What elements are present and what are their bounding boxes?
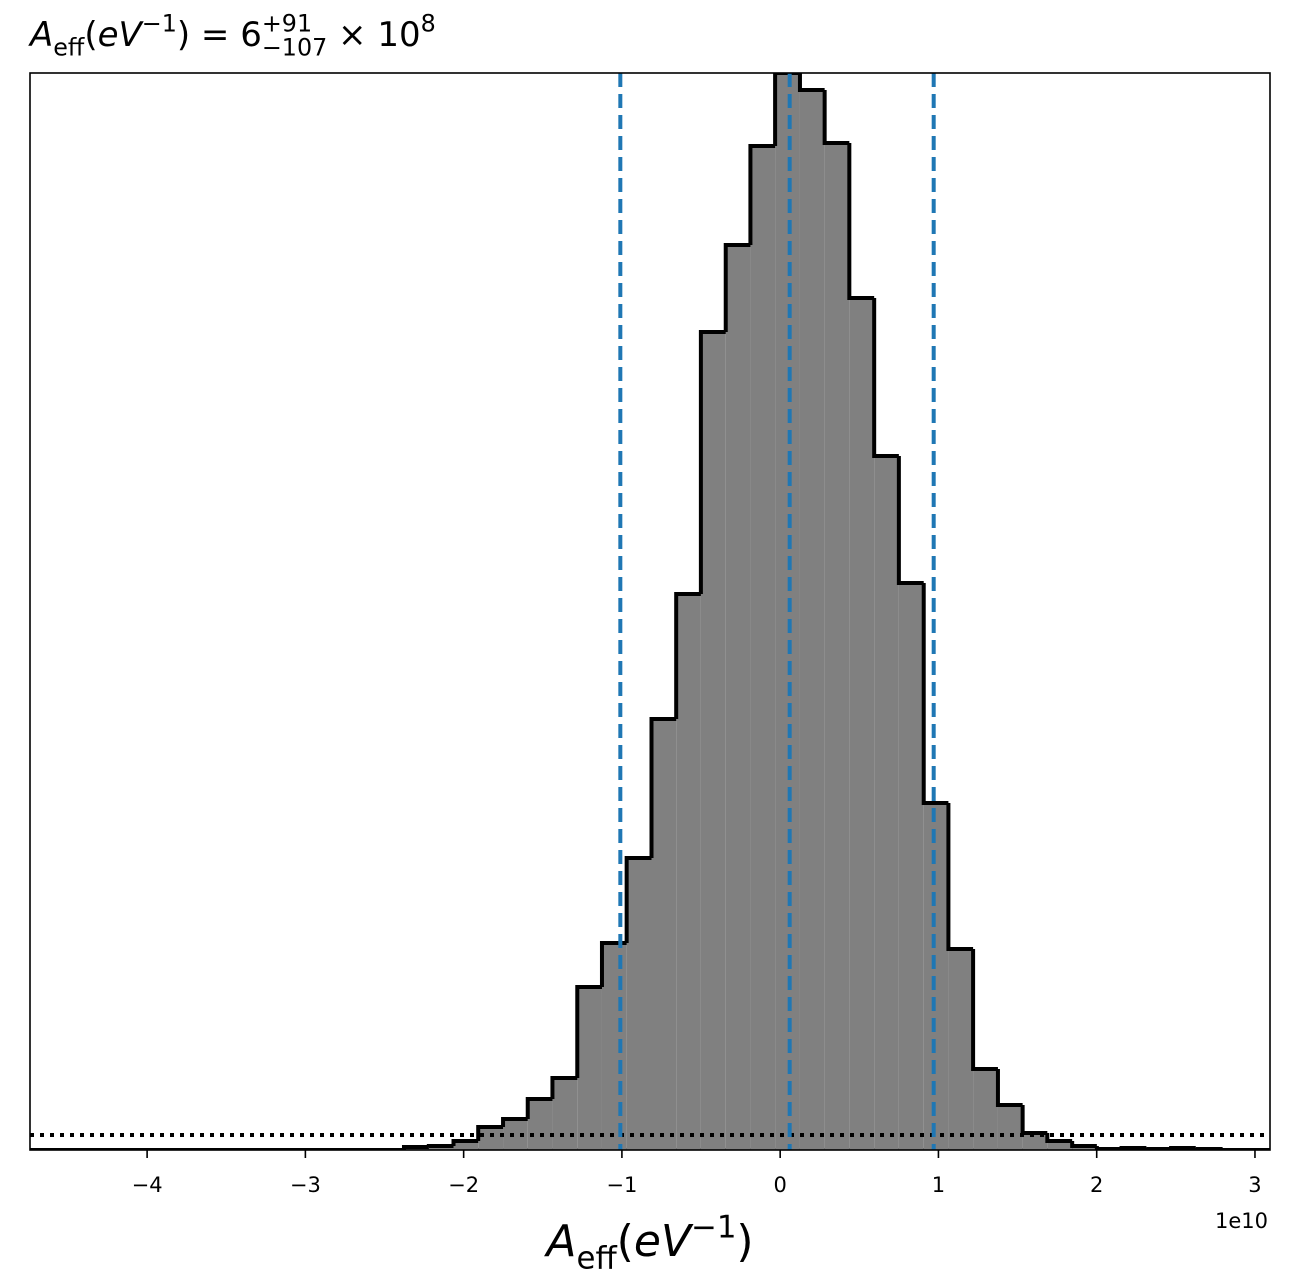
histogram-edge <box>426 1144 454 1148</box>
x-tick-label: −2 <box>448 1173 479 1197</box>
histogram-bar <box>725 245 751 1150</box>
histogram-bar <box>1022 1133 1048 1150</box>
x-tick-label: 2 <box>1090 1173 1103 1197</box>
x-tick-label: 1 <box>932 1173 945 1197</box>
text-segment: ) <box>736 1216 753 1267</box>
histogram-bar <box>478 1127 504 1150</box>
axes-frame <box>29 72 1271 1151</box>
histogram-edge <box>624 856 652 943</box>
x-offset-label: 1e10 <box>1215 1209 1268 1233</box>
histogram-edge <box>872 298 899 458</box>
histogram-bar <box>453 1141 479 1150</box>
text-segment: ) = 6 <box>177 15 262 55</box>
histogram-edge <box>698 330 726 594</box>
histogram-edge <box>748 144 776 245</box>
histogram-bar <box>527 1099 553 1150</box>
histogram-edge <box>1094 1146 1122 1150</box>
histogram-edge <box>674 592 701 719</box>
histogram-edge <box>971 949 998 1071</box>
text-segment: +91 <box>262 10 312 38</box>
histogram-edge <box>1020 1105 1048 1135</box>
histogram-edge <box>451 1139 479 1146</box>
text-segment: −1 <box>691 1210 736 1246</box>
text-segment: ( <box>84 15 97 55</box>
text-segment: −1 <box>142 10 177 38</box>
histogram-bar <box>676 594 701 1150</box>
histogram-bar <box>799 90 825 1150</box>
histogram-bar <box>849 298 875 1150</box>
histogram-bar <box>973 1069 998 1150</box>
histogram-bar <box>503 1119 528 1150</box>
histogram-edge <box>1045 1133 1073 1143</box>
histogram-bar <box>601 943 627 1150</box>
histogram-edge <box>1144 1147 1172 1150</box>
histogram-edge <box>896 456 924 585</box>
text-segment: eff <box>53 34 85 62</box>
histogram-edge <box>550 1076 578 1099</box>
histogram-edge <box>723 243 751 332</box>
histogram-bar <box>948 949 974 1150</box>
histogram-edge <box>1169 1146 1196 1150</box>
text-segment: A <box>543 1216 576 1267</box>
histogram-bar <box>874 456 899 1150</box>
text-segment: eV <box>98 15 145 55</box>
histogram-edge <box>575 985 602 1078</box>
histogram-bar <box>997 1105 1023 1150</box>
histogram-edge <box>1070 1141 1097 1148</box>
histogram-edge <box>773 73 800 146</box>
text-segment: 8 <box>421 10 436 38</box>
histogram-edge <box>525 1097 553 1119</box>
histogram-edge <box>995 1069 1023 1107</box>
text-segment: −107 <box>262 34 327 62</box>
x-tick-label: −3 <box>290 1173 321 1197</box>
text-segment: ( <box>617 1216 634 1267</box>
text-segment: eff <box>577 1240 618 1276</box>
plot-area <box>30 73 1270 1150</box>
x-tick-label: −4 <box>132 1173 163 1197</box>
histogram-bar <box>750 146 776 1150</box>
x-tick-label: 0 <box>773 1173 786 1197</box>
histogram-bar <box>923 803 949 1150</box>
histogram-edge <box>797 73 825 92</box>
histogram-edge <box>847 143 875 300</box>
histogram-bar <box>651 719 677 1150</box>
text-segment: × 10 <box>327 15 420 55</box>
histogram-bar <box>1047 1141 1073 1150</box>
text-segment: A <box>28 15 53 55</box>
histogram-edge <box>1119 1146 1147 1150</box>
x-axis-label: Aeff(eV−1) <box>543 1210 753 1277</box>
histogram-edge <box>649 717 677 858</box>
histogram-edge <box>946 803 974 951</box>
histogram-bar <box>775 73 800 1150</box>
histogram-bar <box>552 1078 578 1150</box>
histogram-bar <box>577 987 602 1150</box>
histogram-edge <box>822 90 850 145</box>
histogram-edge <box>401 1145 429 1150</box>
histogram-bar <box>700 332 726 1150</box>
histogram-edge <box>921 583 949 805</box>
histogram-bar <box>824 143 850 1150</box>
x-tick-label: 3 <box>1248 1173 1261 1197</box>
x-tick-label: −1 <box>606 1173 637 1197</box>
histogram-edge <box>476 1125 504 1141</box>
text-segment: eV <box>634 1216 694 1267</box>
histogram-bar <box>626 858 652 1150</box>
histogram-bar <box>898 583 924 1150</box>
chart-title: Aeff(eV−1) = 6+91 −107 × 108 <box>28 10 436 62</box>
histogram-edge <box>501 1117 528 1127</box>
